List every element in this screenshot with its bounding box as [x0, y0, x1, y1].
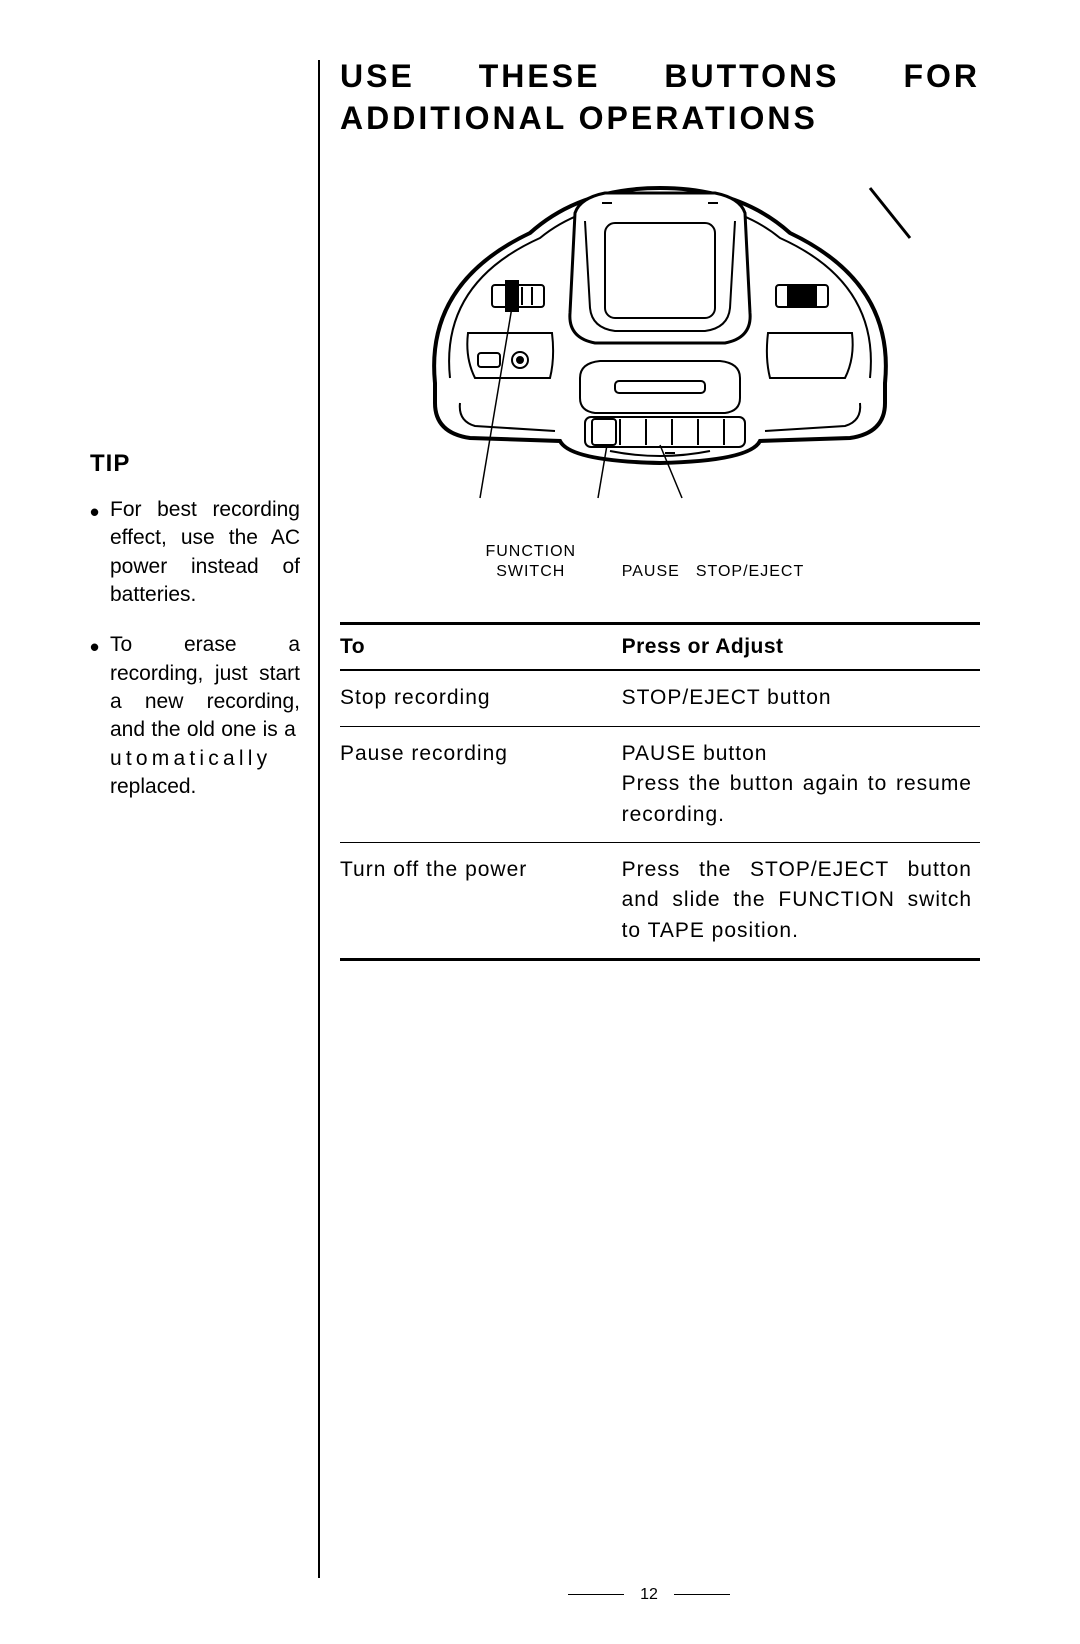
- vertical-divider: [318, 60, 320, 1578]
- heading-line-1: USE THESE BUTTONS FOR: [340, 56, 980, 98]
- cell-to: Pause recording: [340, 726, 622, 842]
- operations-table: To Press or Adjust Stop recording STOP/E…: [340, 622, 980, 961]
- cell-press: PAUSE button Press the button again to r…: [622, 726, 980, 842]
- cell-to: Turn off the power: [340, 842, 622, 959]
- cell-to: Stop recording: [340, 670, 622, 726]
- header-to: To: [340, 624, 622, 671]
- label-function-switch: FUNCTION SWITCH: [476, 542, 586, 582]
- label-pause: PAUSE: [622, 562, 680, 582]
- heading-line-2: ADDITIONAL OPERATIONS: [340, 98, 980, 140]
- main-column: USE THESE BUTTONS FOR ADDITIONAL OPERATI…: [340, 56, 980, 961]
- page-num-line-left: [568, 1594, 624, 1595]
- page-number-wrap: 12: [318, 1586, 980, 1604]
- boombox-illustration: [380, 163, 940, 533]
- table-row: Stop recording STOP/EJECT button: [340, 670, 980, 726]
- header-press: Press or Adjust: [622, 624, 980, 671]
- diagram-labels: FUNCTION SWITCH PAUSE STOP/EJECT: [340, 542, 980, 582]
- section-heading: USE THESE BUTTONS FOR ADDITIONAL OPERATI…: [340, 56, 980, 139]
- tip-item: To erase a recording, just start a new r…: [90, 631, 300, 801]
- page-number: 12: [640, 1586, 658, 1603]
- tip-item: For best recording effect, use the AC po…: [90, 496, 300, 609]
- tip-sidebar: TIP For best recording effect, use the A…: [90, 450, 300, 823]
- page: TIP For best recording effect, use the A…: [0, 0, 1080, 1644]
- label-stop-eject: STOP/EJECT: [696, 562, 804, 582]
- device-diagram: FUNCTION SWITCH PAUSE STOP/EJECT: [340, 163, 980, 582]
- tip-list: For best recording effect, use the AC po…: [90, 496, 300, 801]
- cell-press: Press the STOP/EJECT button and slide th…: [622, 842, 980, 959]
- table-row: Turn off the power Press the STOP/EJECT …: [340, 842, 980, 959]
- page-num-line-right: [674, 1594, 730, 1595]
- cell-press: STOP/EJECT button: [622, 670, 980, 726]
- table-row: Pause recording PAUSE button Press the b…: [340, 726, 980, 842]
- table-header-row: To Press or Adjust: [340, 624, 980, 671]
- tip-heading: TIP: [90, 450, 300, 478]
